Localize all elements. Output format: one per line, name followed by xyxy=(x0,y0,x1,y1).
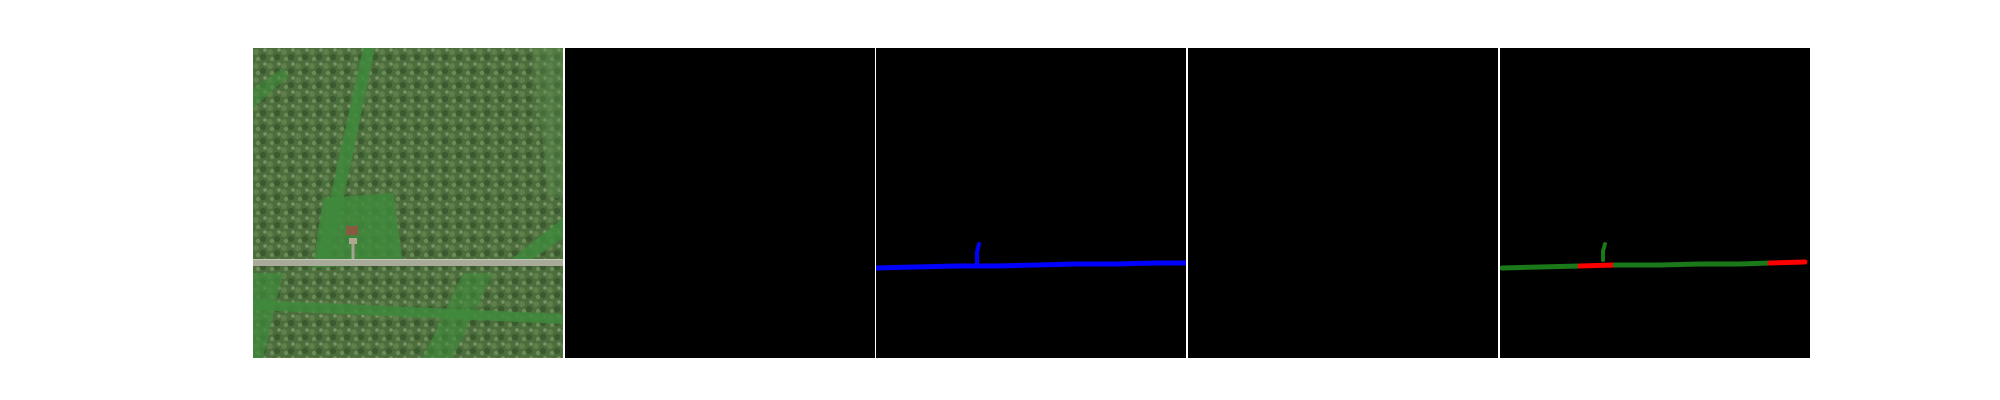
mask-panel-4 xyxy=(1500,48,1810,358)
main-road xyxy=(253,260,563,266)
road-mask-line xyxy=(876,260,1186,271)
lower-clearing xyxy=(253,273,283,358)
mask-panel-2 xyxy=(876,48,1186,358)
driveway-mask-line xyxy=(975,242,981,266)
match-segment xyxy=(1500,263,1583,271)
lower-diagonal xyxy=(423,273,493,358)
match-segment xyxy=(1612,260,1773,268)
clearing-diagonal xyxy=(503,218,563,266)
road-mask xyxy=(876,242,1186,271)
mask-panel-1 xyxy=(565,48,875,358)
building-roof xyxy=(346,226,358,235)
comparison-mask xyxy=(1500,242,1808,271)
driveway-match-segment xyxy=(1601,242,1607,262)
aerial-image-panel xyxy=(253,48,563,358)
clearing-strip xyxy=(253,68,289,108)
mismatch-segment xyxy=(1577,262,1618,269)
mismatch-segment xyxy=(1767,259,1808,266)
mask-panel-3 xyxy=(1188,48,1498,358)
right-edge-clearing xyxy=(533,48,563,198)
building-shed xyxy=(349,238,357,244)
aerial-image xyxy=(253,48,563,358)
lower-firebreak xyxy=(253,300,563,324)
